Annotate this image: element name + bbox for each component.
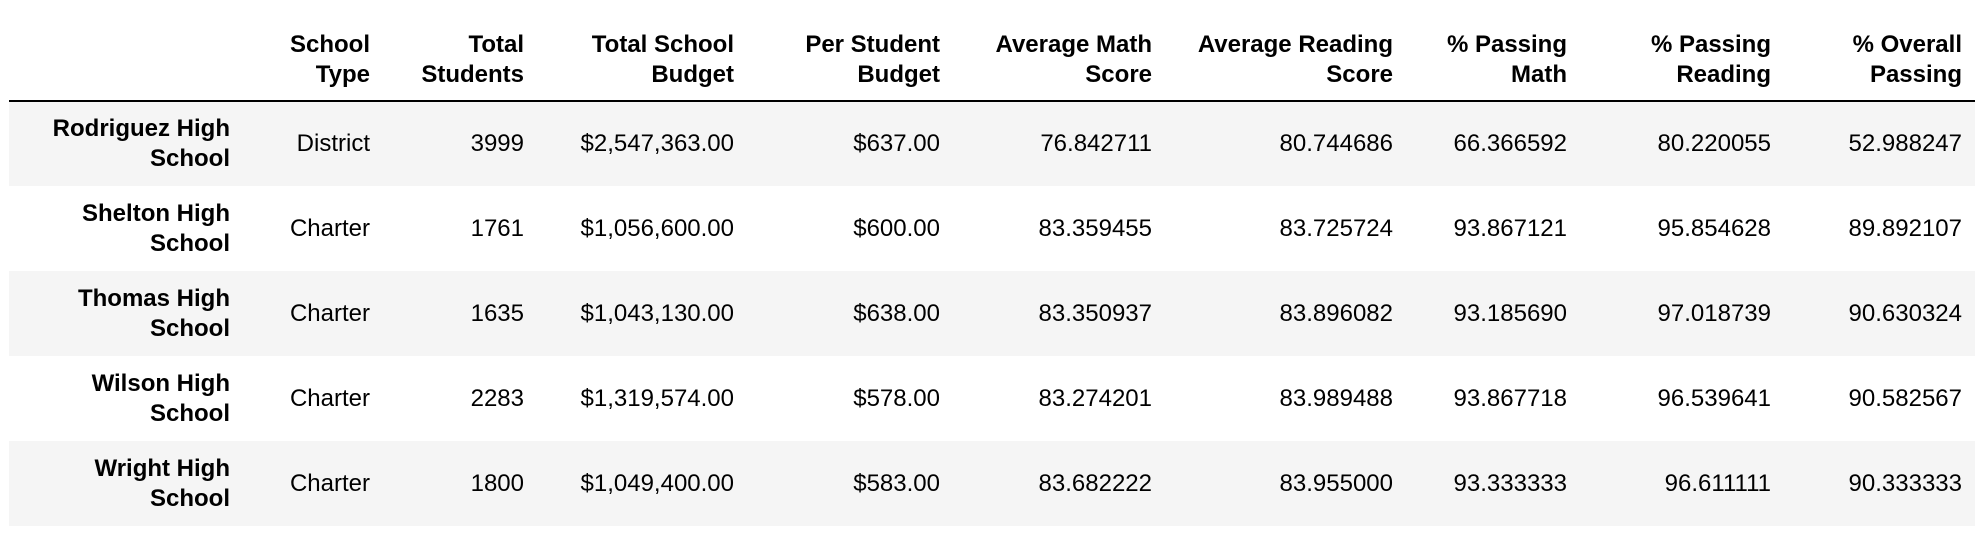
- cell-overall-passing: 52.988247: [1848, 130, 1962, 157]
- table-row: Wright High School Charter 1800 $1,049,4…: [9, 441, 1975, 526]
- table-header: School Type Total Students Total School …: [9, 24, 1975, 102]
- cell-total-students: 3999: [470, 130, 524, 157]
- cell-total-students: 1761: [470, 214, 524, 242]
- cell-average-reading-score: 83.725724: [1279, 214, 1393, 242]
- cell-average-math-score: 76.842711: [1040, 130, 1152, 157]
- cell-total-students: 2283: [470, 384, 524, 412]
- table-body: Rodriguez High School District 3999 $2,5…: [9, 101, 1975, 526]
- header-school-type: School Type: [243, 24, 383, 102]
- table-row: Shelton High School Charter 1761 $1,056,…: [9, 186, 1975, 271]
- dataframe-container: School Type Total Students Total School …: [9, 24, 1975, 526]
- header-average-reading-score: Average Reading Score: [1165, 24, 1406, 102]
- cell-per-student-budget: $578.00: [853, 384, 940, 412]
- cell-average-math-score: 83.274201: [1038, 384, 1152, 412]
- header-total-students: Total Students: [383, 24, 537, 102]
- cell-total-school-budget: $1,319,574.00: [580, 384, 734, 412]
- cell-passing-reading: 95.854628: [1657, 214, 1771, 242]
- table-row: Rodriguez High School District 3999 $2,5…: [9, 101, 1975, 186]
- header-index: [9, 24, 243, 102]
- table-row: Thomas High School Charter 1635 $1,043,1…: [9, 271, 1975, 356]
- table-row: Wilson High School Charter 2283 $1,319,5…: [9, 356, 1975, 441]
- cell-total-school-budget: $1,043,130.00: [580, 299, 734, 327]
- cell-average-reading-score: 80.744686: [1279, 130, 1393, 157]
- cell-per-student-budget: $600.00: [853, 214, 940, 242]
- cell-school-type: Charter: [289, 299, 370, 327]
- header-passing-math: % Passing Math: [1406, 24, 1580, 102]
- cell-passing-reading: 97.018739: [1657, 299, 1771, 327]
- cell-overall-passing: 90.333333: [1848, 469, 1962, 497]
- header-overall-passing: % Overall Passing: [1784, 24, 1975, 102]
- cell-per-student-budget: $638.00: [853, 299, 940, 327]
- cell-school-type: District: [296, 130, 370, 157]
- cell-passing-reading: 80.220055: [1657, 130, 1771, 157]
- cell-per-student-budget: $583.00: [853, 469, 940, 497]
- cell-passing-math: 93.867718: [1453, 384, 1567, 412]
- cell-passing-reading: 96.611111: [1664, 469, 1771, 497]
- cell-school-type: Charter: [289, 469, 370, 497]
- row-school-name: Shelton High School: [82, 199, 230, 257]
- cell-overall-passing: 90.582567: [1848, 384, 1962, 412]
- cell-passing-math: 93.185690: [1453, 299, 1567, 327]
- cell-average-math-score: 83.359455: [1038, 214, 1152, 242]
- header-total-school-budget: Total School Budget: [537, 24, 747, 102]
- cell-total-students: 1635: [470, 299, 524, 327]
- cell-overall-passing: 89.892107: [1848, 214, 1962, 242]
- row-school-name: Wilson High School: [91, 369, 230, 427]
- cell-passing-math: 66.366592: [1453, 130, 1567, 157]
- cell-average-math-score: 83.682222: [1038, 469, 1152, 497]
- row-school-name: Thomas High School: [77, 284, 230, 342]
- cell-school-type: Charter: [289, 214, 370, 242]
- header-passing-reading: % Passing Reading: [1580, 24, 1784, 102]
- header-per-student-budget: Per Student Budget: [747, 24, 953, 102]
- header-row: School Type Total Students Total School …: [9, 24, 1975, 102]
- cell-total-school-budget: $2,547,363.00: [580, 130, 734, 157]
- cell-total-students: 1800: [470, 469, 524, 497]
- row-school-name: Wright High School: [94, 454, 230, 512]
- cell-passing-math: 93.867121: [1453, 214, 1567, 242]
- cell-passing-math: 93.333333: [1453, 469, 1567, 497]
- cell-school-type: Charter: [289, 384, 370, 412]
- cell-average-reading-score: 83.989488: [1279, 384, 1393, 412]
- cell-overall-passing: 90.630324: [1848, 299, 1962, 327]
- cell-total-school-budget: $1,056,600.00: [580, 214, 734, 242]
- cell-total-school-budget: $1,049,400.00: [580, 469, 734, 497]
- cell-passing-reading: 96.539641: [1657, 384, 1771, 412]
- cell-average-math-score: 83.350937: [1038, 299, 1152, 327]
- row-school-name: Rodriguez High School: [52, 115, 230, 172]
- school-summary-table: School Type Total Students Total School …: [9, 24, 1975, 526]
- header-average-math-score: Average Math Score: [953, 24, 1165, 102]
- cell-per-student-budget: $637.00: [853, 130, 940, 157]
- cell-average-reading-score: 83.955000: [1279, 469, 1393, 497]
- cell-average-reading-score: 83.896082: [1279, 299, 1393, 327]
